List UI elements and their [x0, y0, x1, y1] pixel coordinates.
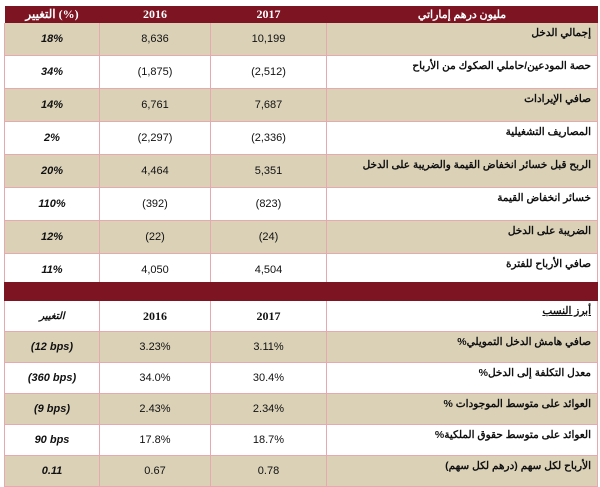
label-cell: حصة المودعين/حاملي الصكوك من الأرباح — [326, 55, 598, 89]
label-cell: الضريبة على الدخل — [326, 220, 598, 254]
change-cell: 12% — [4, 220, 100, 254]
value-2016-cell: 17.8% — [99, 424, 211, 456]
label-cell: الأرباح لكل سهم (درهم لكل سهم) — [326, 455, 598, 487]
value-2016-cell: (392) — [99, 187, 211, 221]
table-row: 0.11 0.67 0.78 الأرباح لكل سهم (درهم لكل سه… — [4, 455, 598, 487]
table-row: 12% (22) (24) الضريبة على الدخل — [4, 220, 598, 254]
value-2017-cell: 10,199 — [210, 23, 327, 56]
table-row: (360 bps) 34.0% 30.4% معدل التكلفة إلى الدخ… — [4, 362, 598, 394]
table-row: 20% 4,464 5,351 الربح قبل خسائر انخفاض القي… — [4, 154, 598, 188]
change-cell: 14% — [4, 88, 100, 122]
table-row: 90 bps 17.8% 18.7% العوائد على متوسط حقوق ا… — [4, 424, 598, 456]
value-2017-cell: 18.7% — [210, 424, 327, 456]
value-2017-cell: (2,336) — [210, 121, 327, 155]
change-cell: 18% — [4, 23, 100, 56]
label-cell: المصاريف التشغيلية — [326, 121, 598, 155]
change-cell: 110% — [4, 187, 100, 221]
value-2016-cell: (1,875) — [99, 55, 211, 89]
table-row: 18% 8,636 10,199 إجمالي الدخل — [4, 23, 598, 56]
label-cell: العوائد على متوسط حقوق الملكية% — [326, 424, 598, 456]
label-cell: صافي هامش الدخل التمويلي% — [326, 331, 598, 363]
value-2016-cell: 8,636 — [99, 23, 211, 56]
income-table: التغيير (%) 2016 2017 مليون درهم إماراتي… — [4, 6, 598, 287]
change-cell: (9 bps) — [4, 393, 100, 425]
value-2016-cell: 34.0% — [99, 362, 211, 394]
value-2016-cell: 4,464 — [99, 154, 211, 188]
table-row: 34% (1,875) (2,512) حصة المودعين/حاملي الصك… — [4, 55, 598, 89]
value-2017-cell: 5,351 — [210, 154, 327, 188]
value-2017-cell: 2.34% — [210, 393, 327, 425]
value-2017-cell: 30.4% — [210, 362, 327, 394]
value-2017-cell: 4,504 — [210, 253, 327, 287]
header-2016: 2016 — [99, 301, 211, 332]
table-row: (12 bps) 3.23% 3.11% صافي هامش الدخل التموي… — [4, 331, 598, 363]
header-label: مليون درهم إماراتي — [326, 6, 598, 23]
table-row: 14% 6,761 7,687 صافي الإيرادات — [4, 88, 598, 122]
ratios-table: التغيير 2016 2017 أبرز النسب (12 bps) 3.2… — [4, 301, 598, 487]
label-cell: خسائر انخفاض القيمة — [326, 187, 598, 221]
change-cell: (12 bps) — [4, 331, 100, 363]
value-2016-cell: 0.67 — [99, 455, 211, 487]
value-2016-cell: 3.23% — [99, 331, 211, 363]
change-cell: 11% — [4, 253, 100, 287]
income-header-row: التغيير (%) 2016 2017 مليون درهم إماراتي — [4, 6, 598, 23]
table-row: 110% (392) (823) خسائر انخفاض القيمة — [4, 187, 598, 221]
header-2017: 2017 — [210, 301, 327, 332]
value-2017-cell: (2,512) — [210, 55, 327, 89]
value-2017-cell: (823) — [210, 187, 327, 221]
value-2016-cell: 2.43% — [99, 393, 211, 425]
change-cell: 20% — [4, 154, 100, 188]
value-2017-cell: 3.11% — [210, 331, 327, 363]
header-label: أبرز النسب — [326, 301, 598, 332]
value-2016-cell: 6,761 — [99, 88, 211, 122]
ratios-header-row: التغيير 2016 2017 أبرز النسب — [4, 301, 598, 332]
label-cell: إجمالي الدخل — [326, 23, 598, 56]
header-2017: 2017 — [210, 6, 327, 23]
header-change: التغيير — [4, 301, 100, 332]
table-row: 2% (2,297) (2,336) المصاريف التشغيلية — [4, 121, 598, 155]
value-2017-cell: (24) — [210, 220, 327, 254]
value-2017-cell: 7,687 — [210, 88, 327, 122]
value-2017-cell: 0.78 — [210, 455, 327, 487]
ratios-header-bar — [4, 282, 598, 301]
label-cell: صافي الإيرادات — [326, 88, 598, 122]
change-cell: (360 bps) — [4, 362, 100, 394]
change-cell: 2% — [4, 121, 100, 155]
value-2016-cell: (22) — [99, 220, 211, 254]
label-cell: العوائد على متوسط الموجودات % — [326, 393, 598, 425]
value-2016-cell: (2,297) — [99, 121, 211, 155]
label-cell: معدل التكلفة إلى الدخل% — [326, 362, 598, 394]
table-row: (9 bps) 2.43% 2.34% العوائد على متوسط الموج… — [4, 393, 598, 425]
change-cell: 0.11 — [4, 455, 100, 487]
label-cell: الربح قبل خسائر انخفاض القيمة والضريبة ع… — [326, 154, 598, 188]
header-2016: 2016 — [99, 6, 211, 23]
change-cell: 34% — [4, 55, 100, 89]
change-cell: 90 bps — [4, 424, 100, 456]
header-change: التغيير (%) — [4, 6, 100, 23]
